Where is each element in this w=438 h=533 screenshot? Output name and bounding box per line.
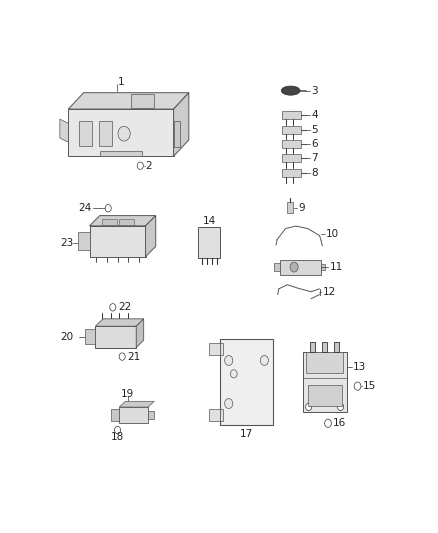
Polygon shape [95, 319, 144, 326]
Text: 12: 12 [323, 287, 336, 297]
Text: 4: 4 [311, 110, 318, 120]
Text: 5: 5 [311, 125, 318, 135]
Bar [220, 339, 273, 425]
Text: 3: 3 [311, 86, 318, 95]
Bar [310, 342, 315, 352]
Bar [78, 122, 92, 146]
Text: 21: 21 [127, 352, 141, 361]
Circle shape [110, 304, 116, 311]
Bar [119, 219, 134, 225]
Text: 8: 8 [311, 168, 318, 177]
Bar [198, 227, 220, 258]
Text: 24: 24 [78, 203, 91, 213]
Text: 23: 23 [61, 238, 74, 248]
Text: 17: 17 [240, 429, 253, 439]
Circle shape [225, 356, 233, 366]
Bar [131, 93, 154, 108]
Circle shape [118, 126, 130, 141]
Circle shape [290, 262, 298, 272]
Bar [119, 407, 148, 423]
Circle shape [114, 426, 120, 434]
Circle shape [137, 162, 143, 169]
Polygon shape [119, 401, 154, 407]
Bar [102, 219, 117, 225]
Circle shape [105, 205, 111, 212]
Bar [111, 409, 119, 421]
Bar [282, 140, 301, 148]
Text: 9: 9 [298, 203, 305, 213]
Text: 7: 7 [311, 154, 318, 163]
Text: 20: 20 [60, 332, 74, 342]
Bar [322, 342, 327, 352]
Circle shape [260, 356, 268, 366]
Text: 16: 16 [333, 418, 346, 429]
Bar [274, 263, 280, 271]
Circle shape [354, 382, 361, 390]
Polygon shape [60, 119, 68, 142]
Circle shape [119, 353, 125, 360]
Bar [286, 202, 293, 213]
Circle shape [325, 419, 332, 427]
Bar [307, 385, 342, 406]
Text: 15: 15 [363, 381, 376, 391]
Bar [100, 151, 142, 156]
Bar [321, 264, 325, 270]
Bar [282, 154, 301, 163]
Bar [282, 125, 301, 134]
Circle shape [230, 370, 237, 378]
Circle shape [225, 399, 233, 408]
Bar [78, 232, 89, 251]
Bar [303, 352, 347, 412]
Bar [89, 226, 145, 257]
Bar [99, 122, 113, 146]
Polygon shape [68, 93, 189, 109]
Bar [148, 411, 154, 419]
Bar [334, 342, 339, 352]
Polygon shape [136, 319, 144, 348]
Ellipse shape [281, 86, 300, 95]
Text: 2: 2 [146, 161, 152, 171]
Circle shape [338, 403, 344, 410]
Polygon shape [145, 216, 156, 257]
Text: 19: 19 [121, 389, 134, 399]
Bar [68, 109, 173, 156]
Polygon shape [173, 93, 189, 156]
Text: 11: 11 [330, 262, 343, 272]
Polygon shape [89, 216, 156, 226]
Text: 18: 18 [111, 432, 124, 442]
Bar [209, 409, 223, 421]
Text: 10: 10 [326, 229, 339, 239]
Text: 6: 6 [311, 139, 318, 149]
Text: 1: 1 [117, 77, 124, 87]
Text: 13: 13 [353, 362, 366, 372]
Bar [209, 343, 223, 356]
Bar [306, 352, 343, 373]
Bar [95, 326, 136, 348]
Text: 14: 14 [202, 216, 216, 226]
Bar [282, 111, 301, 119]
Bar [85, 329, 95, 344]
Bar [280, 260, 321, 274]
Polygon shape [173, 121, 180, 147]
Bar [282, 168, 301, 177]
Circle shape [306, 403, 312, 410]
Text: 22: 22 [118, 302, 131, 312]
